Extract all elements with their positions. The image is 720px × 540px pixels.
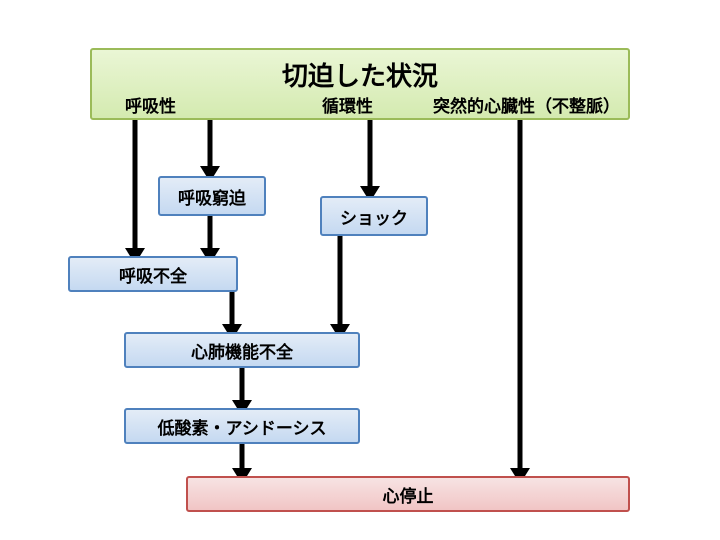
header-sublabel-circ: 循環性: [322, 92, 373, 117]
header-sublabel-resp: 呼吸性: [125, 92, 176, 117]
node-cardiopulm: 心肺機能不全: [124, 332, 360, 368]
node-resp_failure: 呼吸不全: [68, 256, 238, 292]
header-title: 切迫した状況: [282, 56, 438, 93]
node-hypoxia: 低酸素・アシドーシス: [124, 408, 360, 444]
flowchart-stage: { "type": "flowchart", "canvas": { "widt…: [0, 0, 720, 540]
header-sublabel-cardiac: 突然的心臓性（不整脈）: [433, 92, 620, 117]
node-resp_distress: 呼吸窮迫: [158, 176, 266, 216]
node-shock: ショック: [320, 196, 428, 236]
node-arrest: 心停止: [186, 476, 630, 512]
